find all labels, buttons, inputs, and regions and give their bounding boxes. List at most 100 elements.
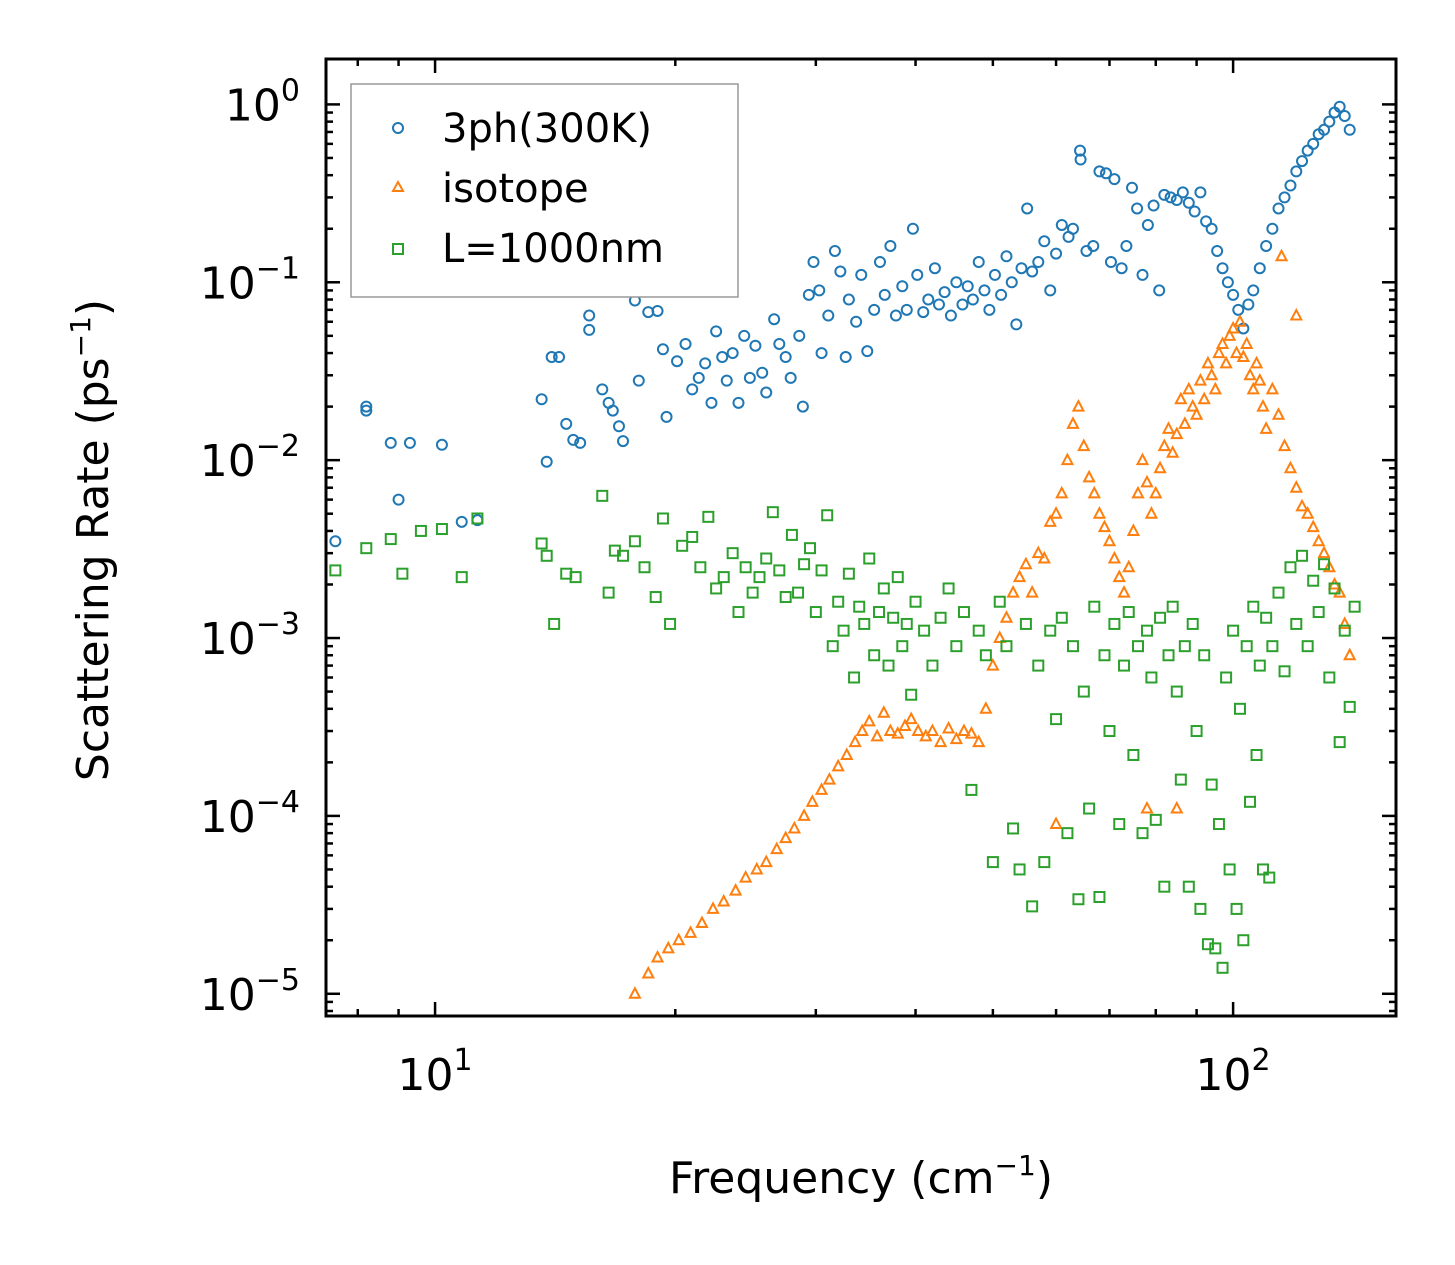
data-point [553, 351, 566, 364]
y-tick-label-exp: 0 [281, 73, 300, 108]
data-point [1007, 822, 1020, 835]
x-tick-label-base: 10 [398, 1050, 454, 1101]
data-point [1044, 624, 1057, 637]
data-point [900, 617, 913, 630]
data-point [617, 549, 630, 562]
data-point [1087, 485, 1101, 499]
data-point [842, 293, 855, 306]
y-axis-title-close: ) [68, 299, 119, 316]
y-tick-label-exp: −5 [256, 963, 300, 998]
x-tick-label: 102 [1196, 1043, 1271, 1101]
data-point [853, 600, 866, 613]
data-point [535, 393, 548, 406]
data-point [1188, 205, 1201, 218]
data-point [706, 901, 720, 914]
data-point [1093, 165, 1106, 178]
data-point [1154, 611, 1167, 624]
data-point [770, 841, 784, 855]
data-point [999, 610, 1014, 623]
data-point [957, 723, 971, 737]
data-point [889, 309, 902, 322]
data-point [360, 404, 373, 417]
data-point [1025, 584, 1039, 598]
data-point [628, 986, 642, 999]
data-point [917, 306, 930, 319]
data-point [956, 298, 969, 311]
data-point [1104, 256, 1117, 269]
x-axis-title-main: Frequency (cm [669, 1153, 995, 1204]
data-point [1274, 248, 1289, 262]
data-point [1147, 199, 1160, 212]
data-point [1227, 288, 1240, 301]
data-point [1066, 640, 1079, 653]
data-point [1233, 314, 1247, 327]
data-point [1259, 421, 1273, 434]
data-point [1100, 167, 1113, 180]
data-point [641, 965, 655, 979]
data-point [1295, 498, 1309, 512]
data-point [828, 244, 841, 257]
data-point [1253, 372, 1267, 386]
data-point [679, 337, 692, 350]
data-point [540, 549, 553, 562]
data-point [1256, 863, 1269, 876]
data-point [961, 280, 974, 293]
data-point [1278, 665, 1291, 678]
data-point [1200, 215, 1213, 228]
data-point [1266, 222, 1279, 235]
series-isotope [628, 248, 1357, 999]
data-point [1323, 671, 1336, 684]
data-point [455, 515, 468, 528]
data-point [1301, 640, 1314, 653]
data-point [1043, 514, 1057, 527]
data-point [1158, 188, 1171, 201]
y-tick-label: 10−2 [200, 429, 300, 487]
data-point [1166, 445, 1180, 458]
data-point [896, 280, 909, 293]
data-point [1194, 902, 1207, 915]
data-point [993, 595, 1006, 608]
data-point [1118, 659, 1131, 672]
data-point [957, 606, 970, 619]
y-tick-label-exp: −4 [256, 785, 300, 820]
data-point [1317, 545, 1331, 559]
x-axis-title-sup: −1 [995, 1149, 1036, 1182]
data-point [815, 564, 828, 577]
data-point [1236, 349, 1251, 363]
data-point [1253, 262, 1266, 275]
data-point [1227, 624, 1240, 637]
data-point [839, 351, 852, 364]
data-point [1343, 700, 1356, 713]
data-point [918, 624, 931, 637]
data-point [1221, 276, 1234, 289]
data-point [1055, 218, 1068, 231]
data-point [873, 606, 886, 619]
data-point [1247, 284, 1260, 297]
data-point [1098, 649, 1111, 662]
legend: 3ph(300K) isotope L=1000nm [350, 83, 739, 298]
data-point [1117, 584, 1131, 598]
data-point [1260, 239, 1273, 252]
y-tick-label-exp: −2 [256, 429, 300, 464]
legend-marker-l1000nm [392, 243, 404, 255]
data-point [1088, 600, 1101, 613]
data-point [822, 771, 837, 785]
data-point [1126, 523, 1141, 536]
data-point [858, 617, 871, 630]
data-point [1220, 671, 1233, 684]
data-point [1158, 880, 1171, 893]
data-point [574, 436, 587, 449]
data-point [993, 630, 1007, 644]
data-point [966, 293, 979, 306]
data-point [743, 371, 756, 384]
y-tick-label-base: 10 [200, 614, 256, 665]
data-point [1190, 725, 1203, 738]
data-point [750, 861, 764, 875]
data-point [1174, 391, 1188, 405]
data-point [1170, 426, 1184, 440]
data-point [1230, 902, 1243, 915]
data-point [832, 595, 845, 608]
data-point [1244, 795, 1257, 808]
data-point [760, 386, 773, 399]
data-point [986, 856, 999, 869]
